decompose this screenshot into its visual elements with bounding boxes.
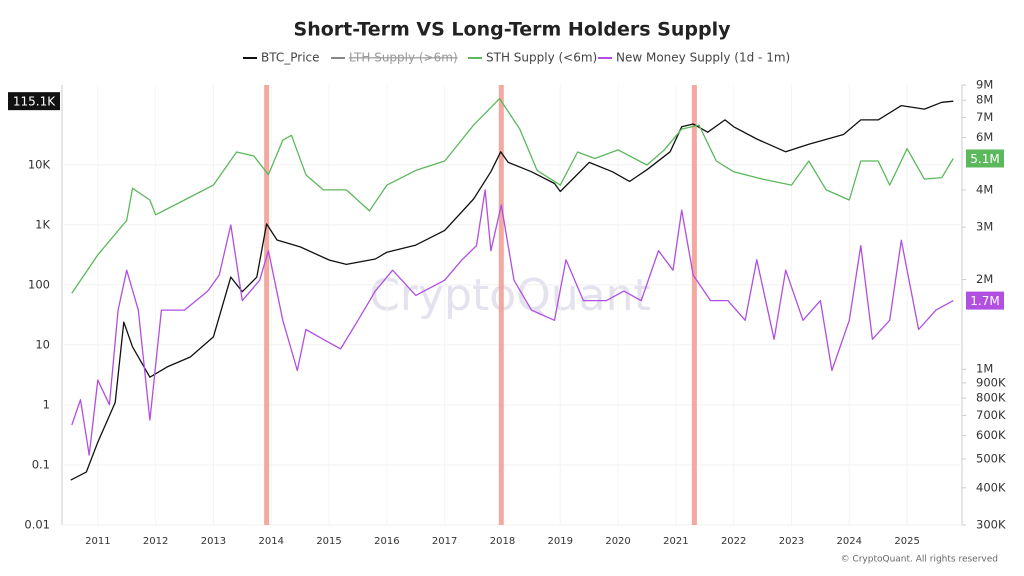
x-tick-label: 2015 (316, 536, 341, 547)
y2-tick-label: 600K (976, 428, 1006, 442)
last-value-label: 115.1K (13, 95, 56, 109)
legend-label: BTC_Price (261, 51, 320, 65)
last-value-badge (8, 92, 60, 111)
x-tick-label: 2023 (779, 536, 804, 547)
y2-tick-label: 1M (976, 362, 993, 376)
x-tick-label: 2016 (374, 536, 399, 547)
x-tick-label: 2022 (721, 536, 746, 547)
watermark: CryptoQuant (369, 270, 651, 321)
x-tick-label: 2012 (143, 536, 168, 547)
legend-label: LTH Supply (>6m) (349, 51, 458, 65)
last-value-badge (966, 149, 1004, 168)
legend-item[interactable]: BTC_Price (243, 51, 320, 65)
y-tick-label: 0.1 (32, 457, 50, 471)
x-tick-label: 2013 (201, 536, 226, 547)
last-value-badge (966, 291, 1004, 310)
x-tick-label: 2017 (432, 536, 457, 547)
series-line (71, 97, 954, 294)
highlight-band (264, 85, 270, 525)
y2-tick-label: 7M (976, 110, 993, 124)
legend-item[interactable]: LTH Supply (>6m) (331, 51, 458, 65)
y2-tick-label: 2M (976, 272, 993, 286)
last-value-label: 5.1M (970, 152, 999, 166)
legend-item[interactable]: New Money Supply (1d - 1m) (598, 51, 790, 65)
chart-title: Short-Term VS Long-Term Holders Supply (294, 19, 732, 41)
y2-tick-label: 6M (976, 130, 993, 144)
y2-tick-label: 500K (976, 451, 1006, 465)
y2-tick-label: 400K (976, 480, 1006, 494)
highlight-band (691, 85, 697, 525)
y-tick-label: 1 (43, 397, 50, 411)
y2-tick-label: 800K (976, 391, 1006, 405)
legend-label: STH Supply (<6m) (486, 51, 597, 65)
last-value-label: 1.7M (970, 294, 999, 308)
y2-tick-label: 4M (976, 182, 993, 196)
x-tick-label: 2025 (894, 536, 919, 547)
x-tick-label: 2011 (85, 536, 110, 547)
y-tick-label: 100 (28, 277, 50, 291)
legend-label: New Money Supply (1d - 1m) (616, 51, 790, 65)
y2-tick-label: 300K (976, 518, 1006, 532)
y2-tick-label: 3M (976, 220, 993, 234)
y-tick-label: 0.01 (24, 518, 50, 532)
x-tick-label: 2021 (663, 536, 688, 547)
highlight-band (498, 85, 504, 525)
y2-tick-label: 8M (976, 93, 993, 107)
x-tick-label: 2024 (837, 536, 862, 547)
series-line (71, 189, 954, 456)
y2-tick-label: 700K (976, 408, 1006, 422)
x-tick-label: 2019 (548, 536, 573, 547)
legend-item[interactable]: STH Supply (<6m) (468, 51, 597, 65)
y-tick-label: 10 (35, 337, 50, 351)
credit: © CryptoQuant. All rights reserved (841, 555, 998, 565)
x-tick-label: 2020 (605, 536, 630, 547)
y-tick-label: 10K (28, 157, 51, 171)
x-tick-label: 2014 (259, 536, 284, 547)
y2-tick-label: 900K (976, 375, 1006, 389)
y-tick-label: 1K (35, 217, 50, 231)
series-line (70, 100, 954, 481)
x-tick-label: 2018 (490, 536, 515, 547)
y2-tick-label: 9M (976, 78, 993, 92)
